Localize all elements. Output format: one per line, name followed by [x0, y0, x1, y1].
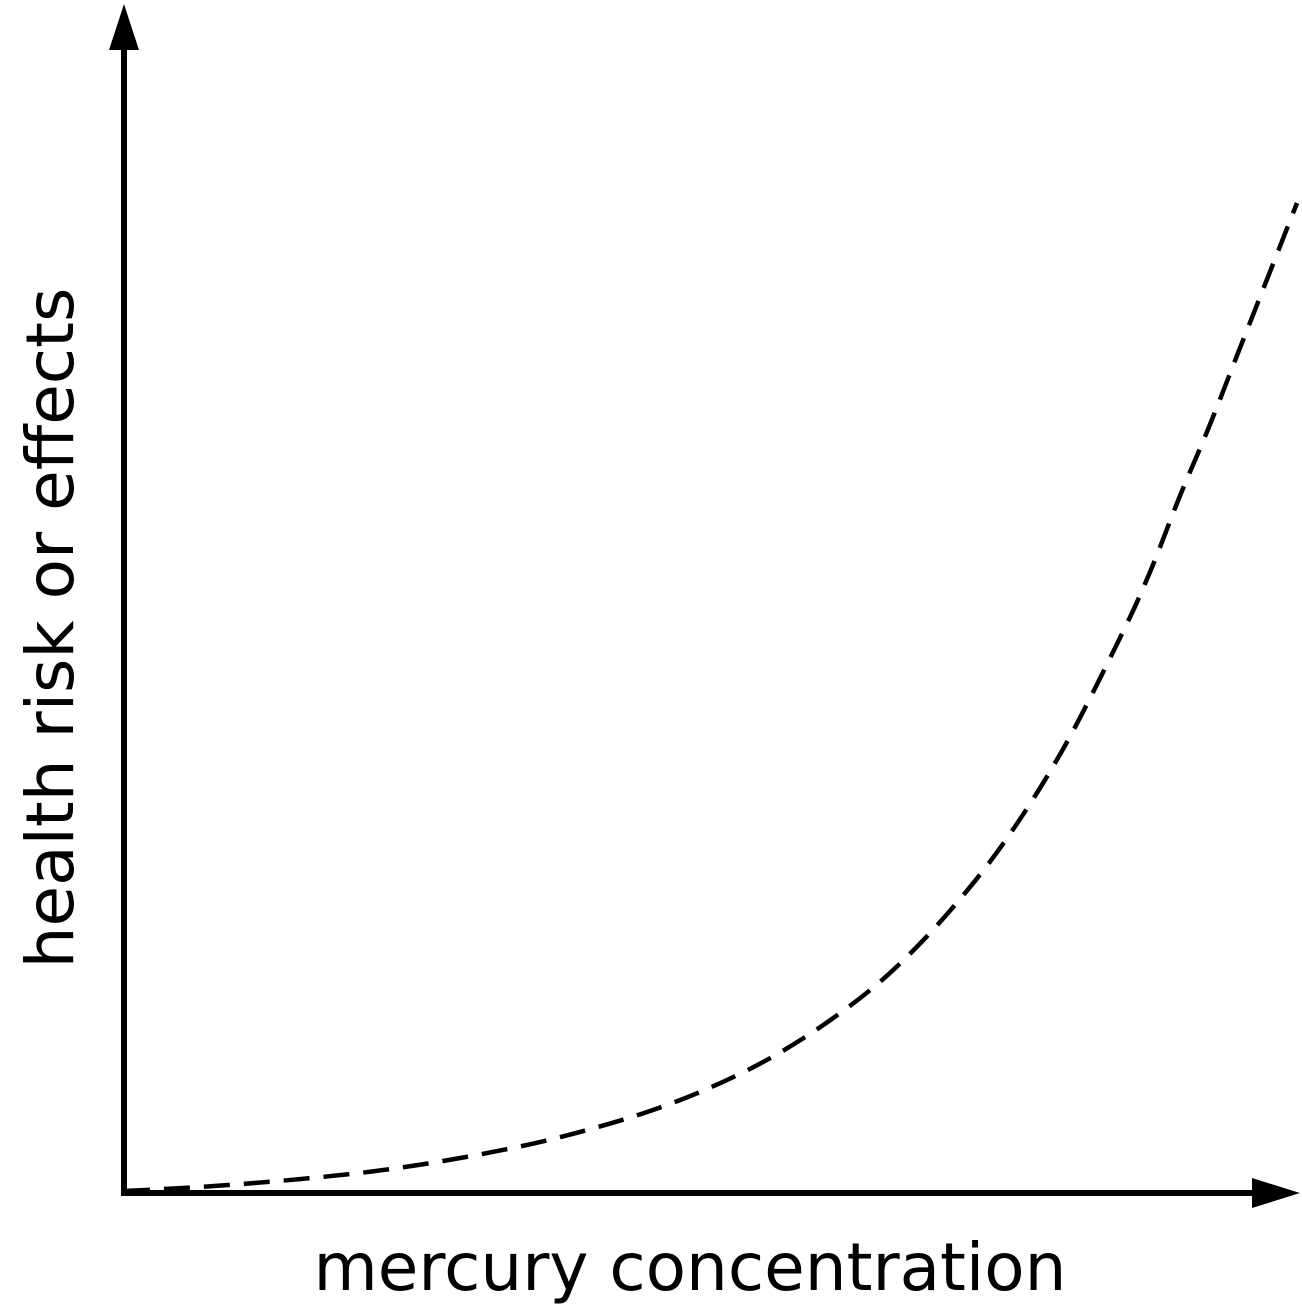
y-axis-label: health risk or effects	[12, 288, 89, 969]
y-axis-arrowhead	[109, 4, 139, 50]
x-axis-label: mercury concentration	[314, 1229, 1067, 1306]
chart-axes	[109, 4, 1300, 1208]
chart-series	[123, 202, 1300, 1194]
series-line-0	[123, 202, 1300, 1194]
x-axis-arrowhead	[1252, 1178, 1300, 1208]
